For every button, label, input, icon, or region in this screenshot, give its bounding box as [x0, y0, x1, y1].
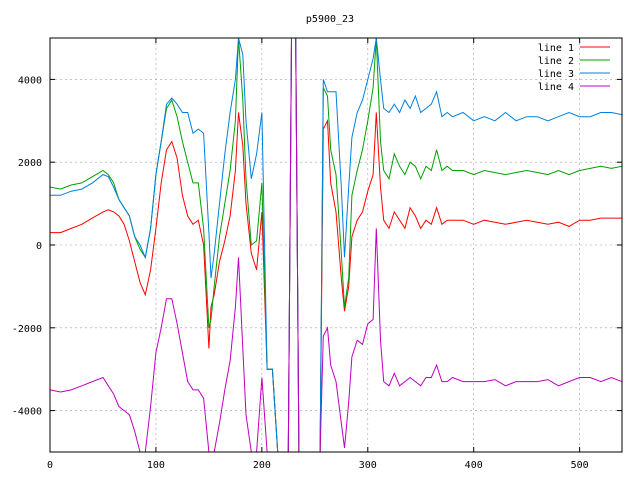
x-tick-label: 300 — [359, 460, 377, 471]
x-tick-label: 400 — [465, 460, 483, 471]
x-tick-label: 500 — [571, 460, 589, 471]
y-tick-label: -2000 — [12, 324, 42, 335]
axis-ticks: 0 100 200 300 400 500 -4000 -2000 0 2000 4000 — [12, 38, 622, 471]
x-tick-label: 200 — [253, 460, 271, 471]
chart-title: p5900_23 — [306, 14, 354, 25]
legend: line 1 line 2 line 3 line 4 — [538, 43, 610, 93]
legend-label-2: line 2 — [538, 56, 574, 67]
plot-frame — [49, 37, 623, 453]
series-layer — [50, 38, 622, 452]
series-1-line — [50, 38, 622, 452]
legend-label-3: line 3 — [538, 69, 574, 80]
series-3-line — [50, 38, 622, 452]
legend-label-4: line 4 — [538, 82, 574, 93]
x-tick-label: 100 — [147, 460, 165, 471]
legend-label-1: line 1 — [538, 43, 574, 54]
y-tick-label: 0 — [36, 241, 42, 252]
x-tick-label: 0 — [47, 460, 53, 471]
y-tick-label: 2000 — [18, 158, 42, 169]
y-tick-label: -4000 — [12, 407, 42, 418]
series-4-line — [50, 38, 622, 452]
y-tick-label: 4000 — [18, 75, 42, 86]
